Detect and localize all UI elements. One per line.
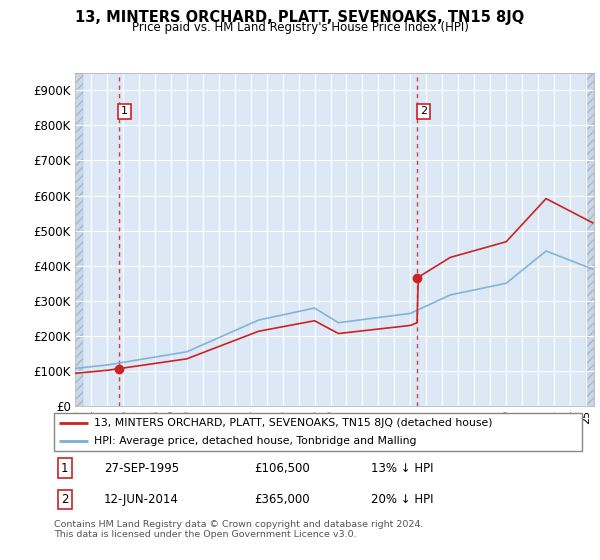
- Text: 20% ↓ HPI: 20% ↓ HPI: [371, 493, 433, 506]
- FancyBboxPatch shape: [54, 413, 582, 451]
- Text: 2: 2: [61, 493, 68, 506]
- Text: 1: 1: [61, 462, 68, 475]
- Text: £106,500: £106,500: [254, 462, 310, 475]
- Text: 13% ↓ HPI: 13% ↓ HPI: [371, 462, 433, 475]
- Text: 13, MINTERS ORCHARD, PLATT, SEVENOAKS, TN15 8JQ: 13, MINTERS ORCHARD, PLATT, SEVENOAKS, T…: [76, 10, 524, 25]
- Text: 2: 2: [420, 106, 427, 116]
- Text: 13, MINTERS ORCHARD, PLATT, SEVENOAKS, TN15 8JQ (detached house): 13, MINTERS ORCHARD, PLATT, SEVENOAKS, T…: [94, 418, 492, 428]
- Text: 27-SEP-1995: 27-SEP-1995: [104, 462, 179, 475]
- Text: Price paid vs. HM Land Registry's House Price Index (HPI): Price paid vs. HM Land Registry's House …: [131, 21, 469, 34]
- Text: 1: 1: [121, 106, 128, 116]
- Text: HPI: Average price, detached house, Tonbridge and Malling: HPI: Average price, detached house, Tonb…: [94, 436, 416, 446]
- Text: £365,000: £365,000: [254, 493, 310, 506]
- Text: Contains HM Land Registry data © Crown copyright and database right 2024.
This d: Contains HM Land Registry data © Crown c…: [54, 520, 424, 539]
- Text: 12-JUN-2014: 12-JUN-2014: [104, 493, 179, 506]
